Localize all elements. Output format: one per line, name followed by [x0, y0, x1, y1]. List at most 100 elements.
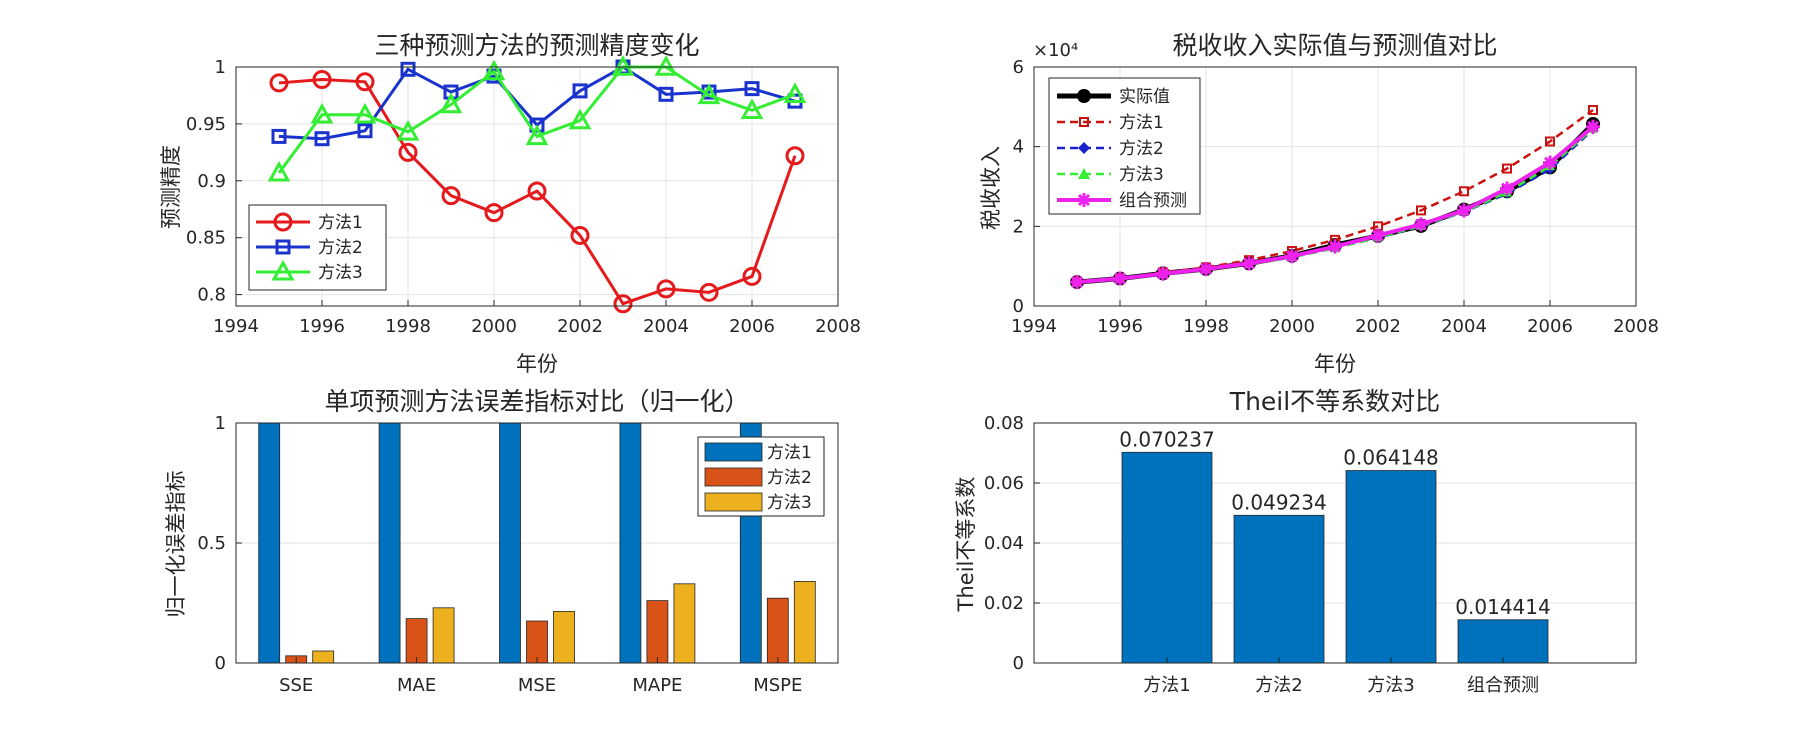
legend-swatch: [704, 442, 763, 462]
accuracy-point-s1-2004: [656, 279, 676, 299]
accuracy-point-s3-1999: [439, 92, 463, 114]
y-tick-label: 2: [1013, 216, 1024, 237]
y-tick-label: 6: [1013, 57, 1024, 78]
accuracy-series-line-3: [277, 65, 796, 174]
y-tick-label: 0.04: [984, 533, 1024, 554]
x-tick-label: 1998: [385, 316, 431, 337]
accuracy-point-s3-2003: [611, 55, 635, 76]
revenue-point-s5-1997: [1156, 266, 1170, 281]
accuracy-point-s3-2005: [697, 83, 721, 105]
accuracy-point-s2-1998: [400, 61, 416, 77]
accuracy-legend-label-2: 方法2: [318, 238, 363, 258]
legend-swatch-marker: [275, 239, 291, 255]
x-tick-label: 1994: [213, 316, 259, 337]
legend-swatch: [704, 492, 763, 512]
revenue-legend-label-3: 方法2: [1119, 139, 1164, 159]
accuracy-point-s3-2007: [783, 82, 807, 104]
legend-swatch-marker: [1079, 117, 1089, 127]
y-tick-label: 0.95: [186, 114, 226, 135]
errors-plot-area: 0 0.5 1 SSE MAE MSE MAPE MSPE: [197, 413, 839, 696]
accuracy-point-s1-2006: [742, 266, 762, 286]
theil-x-tick-label-4: 组合预测: [1467, 675, 1539, 696]
errors-chart: 单项预测方法误差指标对比（归一化） 归一化误差指标 0 0.5 1 SSE MAE MSE…: [164, 387, 839, 696]
accuracy-point-s1-2001: [527, 181, 547, 201]
legend-swatch: [704, 467, 763, 487]
accuracy-legend-entry-3: 方法3: [256, 259, 363, 283]
accuracy-legend-label-1: 方法1: [318, 213, 363, 233]
axes-frame: [235, 422, 839, 664]
revenue-chart-xlabel: 年份: [1314, 352, 1356, 376]
revenue-legend-entry-3: 方法2: [1057, 139, 1164, 159]
y-tick-label: 0.85: [186, 228, 226, 249]
theil-x-tick-label-1: 方法1: [1143, 675, 1190, 696]
errors-bar-MSE-s3: [553, 611, 575, 664]
revenue-legend-box: [1048, 77, 1201, 215]
revenue-chart-ylabel: 税收收入: [979, 146, 1003, 230]
revenue-legend-entry-2: 方法1: [1057, 113, 1164, 133]
accuracy-legend-label-3: 方法3: [318, 263, 363, 283]
accuracy-point-s3-1996: [310, 102, 334, 124]
revenue-point-s5-2005: [1500, 181, 1514, 196]
revenue-legend-entry-5: 组合预测: [1057, 191, 1187, 211]
errors-bar-MAE-s1: [378, 422, 401, 664]
errors-bar-MSPE-s3: [793, 581, 816, 664]
revenue-point-s5-2007: [1586, 119, 1600, 134]
errors-x-tick-label-MSPE: MSPE: [753, 675, 802, 696]
accuracy-point-s1-2003: [613, 294, 633, 314]
y-tick-label: 0: [215, 653, 226, 674]
errors-x-tick-label-MSE: MSE: [518, 675, 556, 696]
revenue-point-s5-1996: [1113, 271, 1127, 286]
errors-legend-label-3: 方法3: [767, 493, 812, 513]
errors-bar-MAPE-s2: [646, 600, 669, 664]
revenue-exponent-label: ×10⁴: [1033, 40, 1078, 61]
errors-legend: 方法1 方法2 方法3: [697, 436, 825, 517]
x-tick-label: 2002: [1355, 316, 1401, 337]
errors-bar-MAPE-s3: [673, 583, 696, 664]
errors-bar-MAE-s2: [405, 618, 428, 664]
accuracy-point-s1-2005: [699, 282, 719, 302]
legend-swatch-marker: [271, 259, 295, 281]
accuracy-point-s1-2000: [484, 203, 504, 223]
accuracy-legend-entry-2: 方法2: [256, 238, 363, 258]
accuracy-point-s2-1997: [357, 123, 373, 139]
legend-swatch-marker: [1078, 168, 1090, 179]
accuracy-point-s3-2000: [482, 59, 506, 81]
revenue-legend-label-2: 方法1: [1119, 113, 1164, 133]
revenue-point-s5-2006: [1543, 155, 1557, 170]
errors-bar-MAE-s3: [432, 607, 455, 664]
revenue-point-s5-2003: [1414, 217, 1428, 232]
accuracy-point-s3-1995: [267, 160, 291, 182]
revenue-point-s2-2006: [1545, 136, 1555, 147]
accuracy-point-s2-2004: [658, 86, 674, 102]
revenue-legend-entry-1: 实际值: [1057, 87, 1170, 107]
accuracy-point-s3-2006: [740, 98, 764, 119]
accuracy-point-s2-1996: [314, 131, 330, 147]
theil-data-label-4: 0.014414: [1455, 595, 1550, 619]
x-tick-label: 2000: [471, 316, 517, 337]
revenue-point-s5-2004: [1457, 203, 1471, 218]
theil-bar-4: [1457, 619, 1549, 664]
errors-bar-SSE-s3: [312, 650, 335, 664]
accuracy-chart: 三种预测方法的预测精度变化 年份 预测精度 1994 1996 1998 2000 20…: [159, 31, 861, 376]
accuracy-point-s1-1998: [398, 142, 418, 162]
theil-chart-ylabel: Theil不等系数: [954, 477, 978, 613]
accuracy-legend-entry-1: 方法1: [256, 212, 363, 233]
errors-bar-MSPE-s2: [766, 597, 789, 664]
accuracy-point-s3-1997: [353, 102, 377, 124]
revenue-chart: 税收收入实际值与预测值对比 年份 税收收入 ×10⁴ 1994 1996 1998 2…: [979, 31, 1659, 376]
theil-bar-3: [1345, 470, 1437, 664]
x-tick-label: 2008: [815, 316, 861, 337]
errors-legend-label-1: 方法1: [767, 443, 812, 463]
y-tick-label: 0: [1013, 296, 1024, 317]
accuracy-point-s1-1996: [312, 70, 332, 90]
accuracy-point-s1-1995: [269, 73, 289, 93]
revenue-plot-area: 1994 1996 1998 2000 2002 2004 2006 2008 0 2 4 6: [1011, 57, 1659, 337]
accuracy-chart-title: 三种预测方法的预测精度变化: [374, 31, 699, 60]
theil-x-tick-label-2: 方法2: [1255, 675, 1302, 696]
x-tick-label: 1998: [1183, 316, 1229, 337]
accuracy-point-s1-1997: [355, 72, 375, 92]
y-tick-label: 0.02: [984, 593, 1024, 614]
y-tick-label: 0.8: [197, 285, 226, 306]
theil-bar-2: [1233, 514, 1325, 664]
x-tick-label: 2006: [1527, 316, 1573, 337]
